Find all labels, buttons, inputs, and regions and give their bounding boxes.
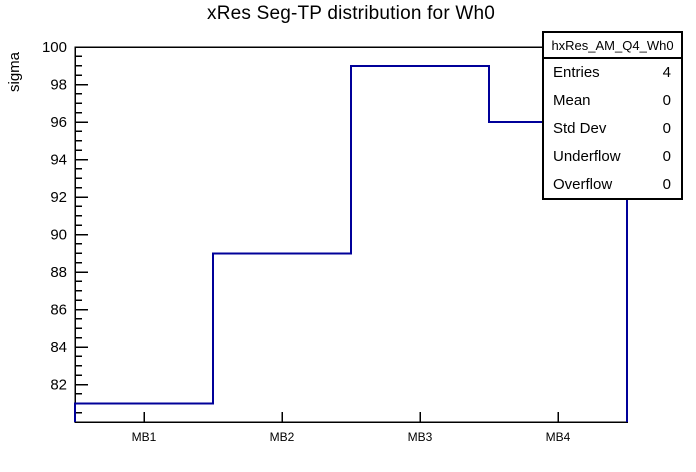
y-tick-label: 94 — [50, 152, 67, 169]
stats-box: hxRes_AM_Q4_Wh0 Entries 4 Mean 0 Std Dev 0 Und… — [542, 31, 683, 200]
y-tick-label: 100 — [42, 39, 67, 56]
stats-label: Entries — [553, 64, 600, 82]
stats-rows: Entries 4 Mean 0 Std Dev 0 Underflow 0 Overflow 0 — [544, 59, 681, 198]
y-tick-label: 88 — [50, 264, 67, 281]
x-tick-label: MB4 — [546, 430, 571, 444]
y-tick-label: 90 — [50, 227, 67, 244]
x-tick-label: MB2 — [270, 430, 295, 444]
chart-title: xRes Seg-TP distribution for Wh0 — [207, 3, 495, 24]
y-tick-label: 86 — [50, 302, 67, 319]
y-tick-label: 92 — [50, 189, 67, 206]
stats-row-entries: Entries 4 — [544, 59, 681, 87]
y-tick-label: 84 — [50, 339, 67, 356]
stats-value: 0 — [662, 119, 671, 137]
stats-row-mean: Mean 0 — [544, 87, 681, 115]
stats-label: Overflow — [553, 175, 613, 193]
stats-label: Mean — [553, 92, 591, 110]
x-tick-label: MB1 — [132, 430, 157, 444]
stats-value: 0 — [662, 147, 671, 165]
stats-row-underflow: Underflow 0 — [544, 142, 681, 170]
stats-label: Underflow — [553, 147, 621, 165]
stats-box-title: hxRes_AM_Q4_Wh0 — [544, 33, 681, 59]
stats-row-overflow: Overflow 0 — [544, 170, 681, 198]
stats-value: 0 — [662, 92, 671, 110]
stats-value: 0 — [662, 175, 671, 193]
y-tick-label: 98 — [50, 77, 67, 94]
stats-value: 4 — [662, 64, 671, 82]
y-tick-label: 96 — [50, 114, 67, 131]
stats-label: Std Dev — [553, 119, 607, 137]
stats-row-std-dev: Std Dev 0 — [544, 115, 681, 143]
y-tick-label: 82 — [50, 377, 67, 394]
x-tick-label: MB3 — [408, 430, 433, 444]
